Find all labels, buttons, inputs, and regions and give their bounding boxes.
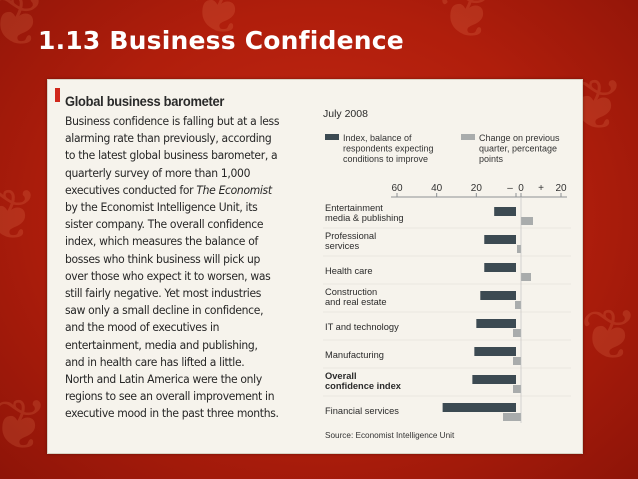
article-line: index, which measures the balance of <box>65 234 258 249</box>
article-line: regions to see an overall improvement in <box>65 389 275 404</box>
maple-leaf-icon: ❦ <box>580 296 638 374</box>
legend-label: conditions to improve <box>343 154 428 164</box>
category-label: Financial services <box>325 406 399 416</box>
slide-title: 1.13 Business Confidence <box>38 26 404 55</box>
index-tick-label: 20 <box>471 183 483 194</box>
category-label: Construction <box>325 287 377 297</box>
change-bar <box>515 301 521 309</box>
article-line: North and Latin America were the only <box>65 372 262 387</box>
chart-title: July 2008 <box>323 108 368 120</box>
change-bar <box>513 385 521 393</box>
category-label: Health care <box>325 266 373 276</box>
change-bar <box>517 245 521 253</box>
red-accent-rule <box>55 88 60 102</box>
change-bar <box>503 413 521 421</box>
category-label: Entertainment <box>325 203 383 213</box>
category-label: Professional <box>325 231 376 241</box>
index-tick-label: 60 <box>391 183 403 194</box>
maple-leaf-icon: ❦ <box>0 0 47 60</box>
legend-swatch <box>461 134 475 140</box>
article-heading: Global business barometer <box>65 93 225 109</box>
article-line: bosses who think business will pick up <box>65 251 260 266</box>
index-bar <box>442 403 516 412</box>
change-tick-label: 20 <box>555 183 567 194</box>
index-bar <box>484 263 516 272</box>
change-bar <box>521 217 533 225</box>
article-line: alarming rate than previously, according <box>65 131 272 146</box>
legend-label: Index, balance of <box>343 133 412 143</box>
category-label: Manufacturing <box>325 350 384 360</box>
change-bar <box>521 273 531 281</box>
legend-label: quarter, percentage <box>479 144 557 154</box>
index-bar <box>472 375 516 384</box>
index-bar <box>480 291 516 300</box>
index-bar <box>476 319 516 328</box>
legend-label: respondents expecting <box>343 144 434 154</box>
article-line: and the mood of executives in <box>65 320 220 335</box>
chart-source: Source: Economist Intelligence Unit <box>325 431 455 440</box>
change-tick-label: 0 <box>518 183 524 194</box>
index-bar <box>484 235 516 244</box>
change-bar <box>513 329 521 337</box>
article-line: to the latest global business barometer,… <box>65 148 278 163</box>
legend-label: Change on previous <box>479 133 560 143</box>
article-line: sister company. The overall confidence <box>65 217 264 232</box>
category-label: and real estate <box>325 297 387 307</box>
article-line: by the Economist Intelligence Unit, its <box>65 200 258 215</box>
category-label: services <box>325 241 359 251</box>
article-line: executives conducted for The Economist <box>65 182 272 197</box>
index-tick-label: 40 <box>431 183 443 194</box>
article-line: still fairly negative. Yet most industri… <box>65 286 262 301</box>
article-line: executive mood in the past three months. <box>65 406 279 421</box>
legend-swatch <box>325 134 339 140</box>
index-tick-label: – <box>507 183 513 194</box>
article-line: quarterly survey of more than 1,000 <box>65 165 251 180</box>
maple-leaf-icon: ❦ <box>438 0 497 52</box>
category-label: IT and technology <box>325 322 399 332</box>
maple-leaf-icon: ❦ <box>0 176 39 254</box>
maple-leaf-icon: ❦ <box>0 386 49 464</box>
article-line: Business confidence is falling but at a … <box>65 114 280 128</box>
article-line: over those who expect it to worsen, was <box>65 268 271 283</box>
article-line: entertainment, media and publishing, <box>65 337 258 352</box>
index-bar <box>494 207 516 216</box>
change-bar <box>513 357 521 365</box>
scanned-article: Global business barometer Business confi… <box>47 79 583 454</box>
change-tick-label: + <box>538 183 544 194</box>
category-label: confidence index <box>325 381 402 391</box>
article-body: Business confidence is falling but at a … <box>65 113 340 423</box>
legend-label: points <box>479 154 504 164</box>
category-label: Overall <box>325 371 357 381</box>
article-line: saw only a small decline in confidence, <box>65 303 264 318</box>
chart-area: July 2008 Index, balance of respondents ex… <box>321 105 583 443</box>
index-bar <box>474 347 516 356</box>
article-line: and in health care has lifted a little. <box>65 354 245 369</box>
maple-leaf-icon: ❦ <box>190 0 249 48</box>
category-label: media & publishing <box>325 213 404 223</box>
